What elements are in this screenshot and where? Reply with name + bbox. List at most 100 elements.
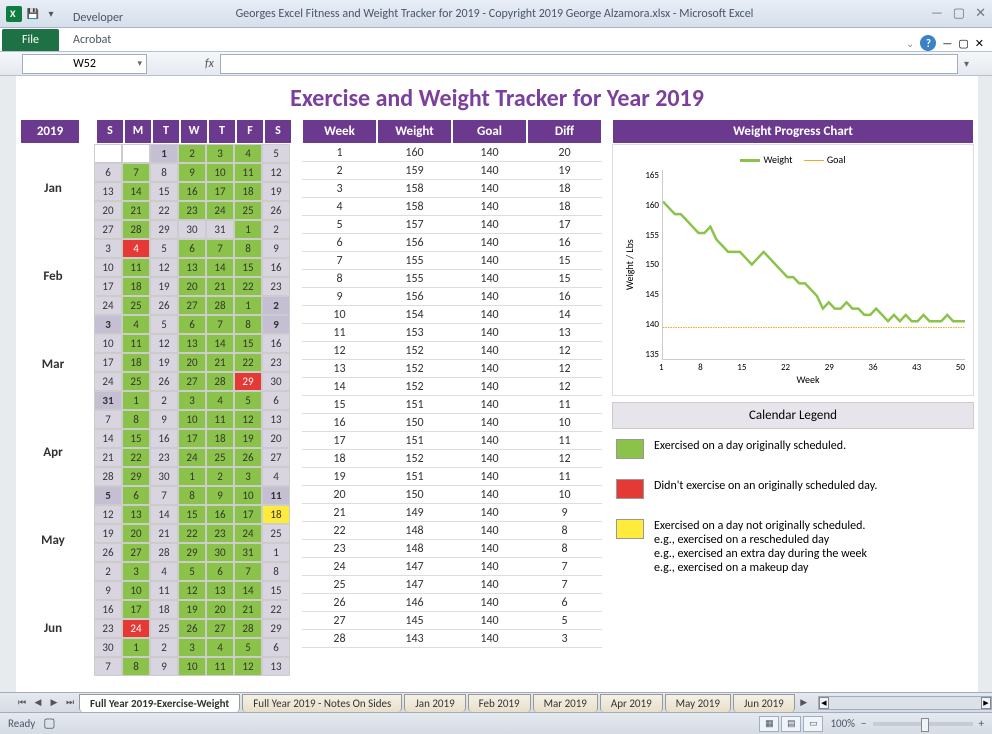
- calendar-cell[interactable]: 30: [178, 220, 206, 239]
- calendar-cell[interactable]: 18: [234, 182, 262, 201]
- table-row[interactable]: 221481408: [302, 522, 602, 540]
- calendar-cell[interactable]: 4: [206, 638, 234, 657]
- calendar-cell[interactable]: 25: [262, 524, 290, 543]
- calendar-cell[interactable]: 23: [94, 619, 122, 638]
- calendar-cell[interactable]: 12: [150, 334, 178, 353]
- zoom-slider[interactable]: [873, 722, 973, 726]
- table-row[interactable]: 615614016: [302, 234, 602, 252]
- ribbon-tab-acrobat[interactable]: Acrobat: [59, 29, 145, 51]
- calendar-cell[interactable]: 22: [262, 600, 290, 619]
- table-row[interactable]: 1715114011: [302, 432, 602, 450]
- calendar-cell[interactable]: 6: [262, 638, 290, 657]
- calendar-cell[interactable]: 9: [262, 315, 290, 334]
- sheet-tab[interactable]: Full Year 2019 - Notes On Sides: [242, 694, 402, 712]
- calendar-cell[interactable]: 19: [150, 353, 178, 372]
- calendar-cell[interactable]: 5: [234, 391, 262, 410]
- sheet-tab[interactable]: Jan 2019: [404, 694, 465, 712]
- calendar-cell[interactable]: 18: [122, 277, 150, 296]
- calendar-cell[interactable]: 12: [94, 505, 122, 524]
- calendar-cell[interactable]: 16: [150, 429, 178, 448]
- calendar-cell[interactable]: 20: [178, 353, 206, 372]
- calendar-cell[interactable]: 28: [150, 543, 178, 562]
- table-row[interactable]: 1215214012: [302, 342, 602, 360]
- calendar-cell[interactable]: 28: [206, 372, 234, 391]
- table-row[interactable]: 515714017: [302, 216, 602, 234]
- calendar-cell[interactable]: 17: [234, 505, 262, 524]
- calendar-cell[interactable]: 25: [150, 619, 178, 638]
- calendar-cell[interactable]: 12: [150, 258, 178, 277]
- calendar-cell[interactable]: 31: [234, 543, 262, 562]
- calendar-cell[interactable]: 1: [234, 220, 262, 239]
- calendar-cell[interactable]: 7: [234, 562, 262, 581]
- name-box[interactable]: W52: [22, 54, 147, 74]
- calendar-cell[interactable]: 1: [122, 391, 150, 410]
- calendar-cell[interactable]: 18: [206, 429, 234, 448]
- tab-nav-prev-icon[interactable]: ◀: [30, 697, 46, 708]
- calendar-cell[interactable]: 3: [94, 239, 122, 258]
- calendar-cell[interactable]: 16: [262, 334, 290, 353]
- calendar-cell[interactable]: 14: [94, 429, 122, 448]
- calendar-cell[interactable]: 21: [150, 524, 178, 543]
- calendar-cell[interactable]: 2: [206, 467, 234, 486]
- calendar-cell[interactable]: 15: [178, 505, 206, 524]
- calendar-cell[interactable]: 23: [206, 524, 234, 543]
- tab-nav-next-icon[interactable]: ▶: [46, 697, 62, 708]
- calendar-cell[interactable]: 2: [178, 144, 206, 163]
- table-row[interactable]: 2015014010: [302, 486, 602, 504]
- calendar-cell[interactable]: 21: [206, 277, 234, 296]
- calendar-cell[interactable]: 2: [262, 296, 290, 315]
- calendar-cell[interactable]: 20: [122, 524, 150, 543]
- calendar-cell[interactable]: 7: [206, 239, 234, 258]
- calendar-cell[interactable]: 5: [262, 144, 290, 163]
- calendar-cell[interactable]: 8: [150, 163, 178, 182]
- calendar-cell[interactable]: 5: [234, 638, 262, 657]
- calendar-cell[interactable]: 15: [234, 258, 262, 277]
- calendar-cell[interactable]: 15: [234, 334, 262, 353]
- calendar-cell[interactable]: 11: [206, 657, 234, 676]
- calendar-cell[interactable]: 4: [206, 391, 234, 410]
- table-row[interactable]: 315814018: [302, 180, 602, 198]
- minimize-icon[interactable]: —: [931, 6, 943, 21]
- calendar-cell[interactable]: 14: [206, 258, 234, 277]
- calendar-cell[interactable]: 27: [178, 296, 206, 315]
- calendar-cell[interactable]: 25: [122, 296, 150, 315]
- horizontal-scrollbar[interactable]: ◀ ▶: [818, 696, 992, 710]
- calendar-cell[interactable]: 6: [206, 562, 234, 581]
- calendar-cell[interactable]: 19: [262, 182, 290, 201]
- sheet-tab[interactable]: Jun 2019: [733, 694, 795, 712]
- table-row[interactable]: 1915114011: [302, 468, 602, 486]
- calendar-cell[interactable]: 16: [262, 258, 290, 277]
- calendar-cell[interactable]: 30: [206, 543, 234, 562]
- calendar-cell[interactable]: 25: [234, 201, 262, 220]
- calendar-cell[interactable]: 24: [178, 448, 206, 467]
- calendar-cell[interactable]: 26: [150, 372, 178, 391]
- calendar-cell[interactable]: 11: [234, 163, 262, 182]
- calendar-cell[interactable]: 30: [150, 467, 178, 486]
- calendar-cell[interactable]: 16: [206, 505, 234, 524]
- calendar-cell[interactable]: 21: [234, 600, 262, 619]
- calendar-cell[interactable]: 14: [122, 182, 150, 201]
- macro-record-icon[interactable]: ▢: [43, 716, 55, 731]
- calendar-cell[interactable]: 22: [234, 277, 262, 296]
- calendar-cell[interactable]: 1: [178, 467, 206, 486]
- sheet-tab[interactable]: Full Year 2019-Exercise-Weight: [79, 694, 240, 712]
- calendar-cell[interactable]: 14: [234, 581, 262, 600]
- table-row[interactable]: 1615014010: [302, 414, 602, 432]
- calendar-cell[interactable]: 29: [234, 372, 262, 391]
- calendar-cell[interactable]: 17: [122, 600, 150, 619]
- calendar-cell[interactable]: 26: [150, 296, 178, 315]
- calendar-cell[interactable]: 4: [122, 239, 150, 258]
- calendar-cell[interactable]: 13: [178, 258, 206, 277]
- calendar-cell[interactable]: 7: [206, 315, 234, 334]
- calendar-cell[interactable]: 11: [122, 334, 150, 353]
- calendar-cell[interactable]: 8: [234, 239, 262, 258]
- calendar-cell[interactable]: 9: [178, 163, 206, 182]
- table-row[interactable]: 211491409: [302, 504, 602, 522]
- calendar-cell[interactable]: 1: [150, 144, 178, 163]
- calendar-cell[interactable]: 3: [94, 315, 122, 334]
- calendar-cell[interactable]: 8: [178, 486, 206, 505]
- calendar-cell[interactable]: 13: [206, 581, 234, 600]
- calendar-cell[interactable]: 16: [178, 182, 206, 201]
- calendar-cell[interactable]: 13: [178, 334, 206, 353]
- calendar-cell[interactable]: 7: [94, 657, 122, 676]
